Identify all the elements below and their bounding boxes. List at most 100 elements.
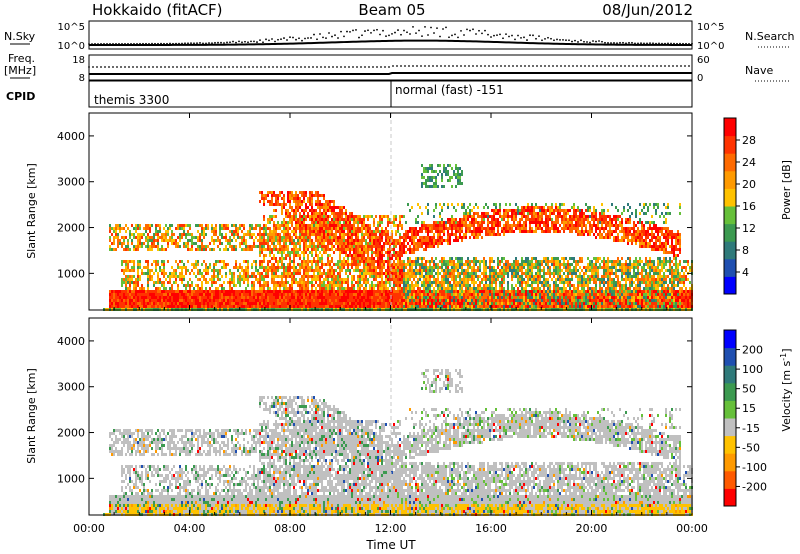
power-cell [145,260,147,263]
power-cell [275,215,277,218]
power-cell [401,227,403,230]
power-cell [255,302,257,305]
power-cell [471,305,473,308]
power-cell [175,239,177,242]
power-cell [449,242,451,245]
power-cell [479,230,481,233]
power-cell [381,305,383,308]
power-cell [271,305,273,308]
power-cell [289,269,291,272]
power-cell [421,230,423,233]
power-cell [135,302,137,305]
power-cell [113,227,115,230]
power-cell [391,269,393,272]
power-cell [297,200,299,203]
power-cell [329,239,331,242]
power-cell [273,299,275,302]
power-cell [179,245,181,248]
power-cell [289,272,291,275]
power-cell [197,299,199,302]
power-cell [423,170,425,173]
power-cell [485,302,487,305]
power-cell [283,251,285,254]
power-cell [377,290,379,293]
power-cell [173,290,175,293]
power-cell [125,248,127,251]
power-cell [237,233,239,236]
power-cell [251,245,253,248]
power-cell [435,176,437,179]
power-cell [395,251,397,254]
power-cell [435,281,437,284]
power-cell [417,221,419,224]
noise-search-point [127,43,129,45]
power-cell [111,296,113,299]
power-cell [479,299,481,302]
power-cell [479,221,481,224]
power-cell [359,269,361,272]
power-cell [289,212,291,215]
power-cell [335,305,337,308]
power-cell [279,251,281,254]
power-cell [459,221,461,224]
power-cell [471,281,473,284]
power-cell [259,275,261,278]
noise-search-point [448,36,450,39]
power-cell [309,305,311,308]
power-cell [131,233,133,236]
nave-point [320,66,322,68]
power-cell [491,266,493,269]
power-cell [185,269,187,272]
nave-point [536,65,538,67]
power-cell [123,293,125,296]
power-cell [487,278,489,281]
power-cell [377,281,379,284]
power-cell [341,293,343,296]
power-cell [147,236,149,239]
power-cell [355,242,357,245]
power-cell [301,260,303,263]
power-cell [111,302,113,305]
power-cell [297,290,299,293]
power-cell [429,302,431,305]
power-cell [297,203,299,206]
power-heatmap [103,164,693,311]
power-cell [147,242,149,245]
power-cell [405,296,407,299]
nave-point [412,65,414,67]
power-cell [241,230,243,233]
power-cell [437,230,439,233]
power-cell [267,227,269,230]
power-cell [483,302,485,305]
power-cell [339,296,341,299]
power-cell [457,176,459,179]
power-cell [383,242,385,245]
power-cell [325,272,327,275]
power-cell [299,278,301,281]
power-cell [453,170,455,173]
power-cell [339,305,341,308]
power-cell [489,284,491,287]
power-cell [353,296,355,299]
power-cell [423,281,425,284]
power-cell [287,191,289,194]
power-cell [301,290,303,293]
power-cell [137,242,139,245]
power-cell [349,227,351,230]
power-cell [139,299,141,302]
power-cell [443,164,445,167]
power-cell [443,239,445,242]
power-cell [253,245,255,248]
power-cell [297,281,299,284]
power-cell [385,284,387,287]
power-cell [473,218,475,221]
nave-point [468,65,470,67]
power-cell [279,194,281,197]
power-cell [317,293,319,296]
power-cell [155,245,157,248]
power-cell [357,296,359,299]
power-cell [425,239,427,242]
power-cell [169,236,171,239]
power-cell [423,293,425,296]
power-cell [197,239,199,242]
